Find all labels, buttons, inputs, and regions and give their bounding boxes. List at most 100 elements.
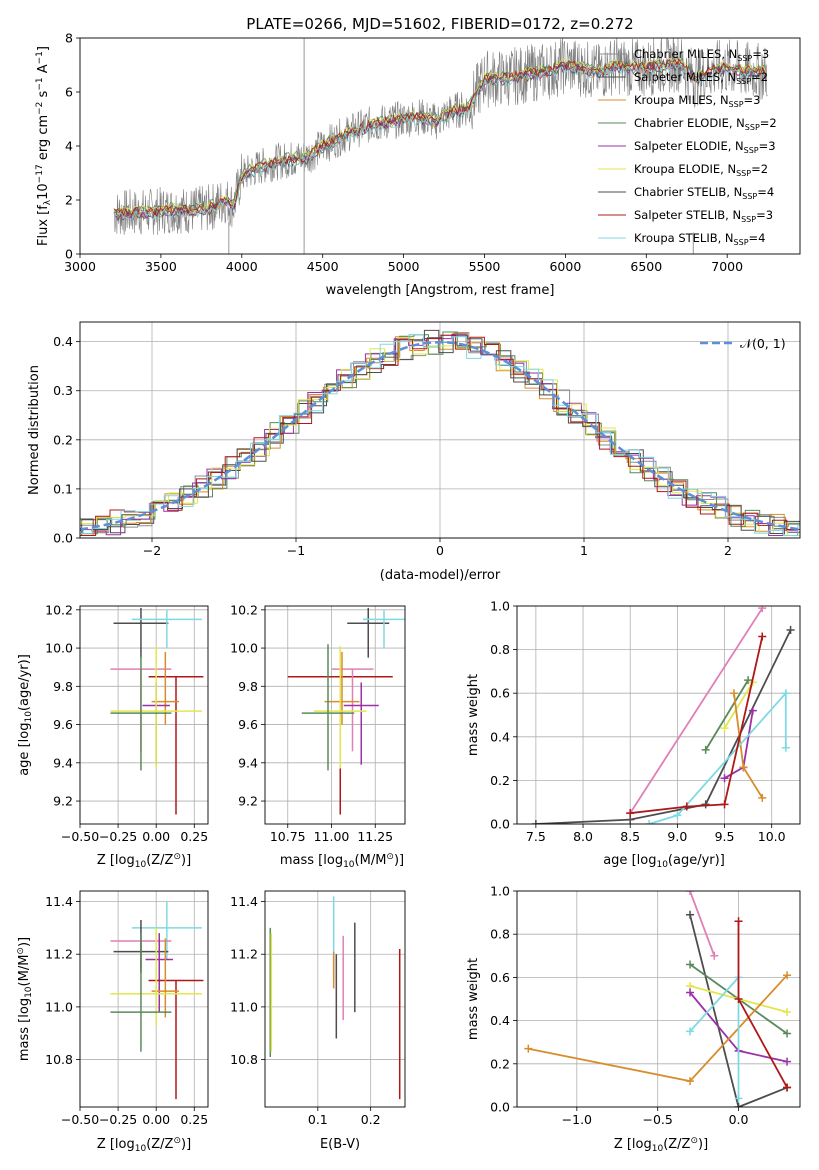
x-axis-label-part: ⊙ bbox=[173, 852, 181, 862]
residual-histogram-step bbox=[80, 333, 800, 536]
weight-series-marker bbox=[781, 743, 790, 752]
weight-series-marker bbox=[531, 820, 540, 824]
legend-label-main: Chabrier ELODIE, N bbox=[634, 116, 745, 130]
legend-label-sub: SSP bbox=[741, 215, 756, 224]
axes-frame bbox=[516, 890, 801, 1108]
y-tick-label: 0.1 bbox=[53, 481, 73, 496]
y-tick-label: 1.0 bbox=[490, 884, 510, 899]
errorbar-point bbox=[363, 609, 405, 649]
plot-area bbox=[531, 606, 795, 824]
model-spectrum-line bbox=[113, 61, 767, 221]
y-tick-label: 9.6 bbox=[53, 717, 73, 732]
y-tick-label: 9.2 bbox=[238, 794, 258, 809]
plot-area bbox=[524, 891, 792, 1107]
y-axis-label-part: Flux [f bbox=[36, 205, 51, 246]
y-axis-label-part: ⊙ bbox=[16, 947, 26, 955]
weight-series-marker bbox=[734, 995, 743, 1003]
y-axis-label-part: (age/yr)] bbox=[17, 654, 32, 711]
x-axis-label: Z [log10(Z/Z⊙)] bbox=[614, 1136, 708, 1154]
y-tick-label: 8 bbox=[65, 31, 73, 46]
y-tick-label: 9.8 bbox=[238, 679, 258, 694]
x-axis-label-part: ⊙ bbox=[386, 852, 394, 862]
axes-frame bbox=[264, 605, 406, 825]
x-axis-label-part: )] bbox=[698, 1137, 708, 1152]
weight-series-marker bbox=[626, 809, 635, 818]
legend-label-main: Kroupa ELODIE, N bbox=[634, 162, 736, 176]
weight-series-marker bbox=[686, 960, 695, 969]
y-tick-label: 11.4 bbox=[45, 894, 73, 909]
y-tick-label: 0.2 bbox=[490, 1056, 510, 1071]
y-tick-label: 10.2 bbox=[230, 602, 258, 617]
x-tick-label: 11.00 bbox=[314, 829, 350, 844]
legend-label: Kroupa STELIB, NSSP=4 bbox=[634, 231, 765, 247]
plot-area bbox=[113, 38, 768, 254]
x-tick-label: −1.0 bbox=[562, 1112, 592, 1127]
mass-vs-ebv-panel: 0.1 0.2 10.8 11.0 11.2 11.4 E(B-V) bbox=[230, 890, 406, 1152]
legend-label: Kroupa MILES, NSSP=3 bbox=[634, 93, 760, 109]
residual-histogram-step bbox=[80, 329, 800, 534]
x-tick-label: 7.5 bbox=[526, 829, 546, 844]
weight-series-line bbox=[689, 914, 788, 1107]
weight-series-marker bbox=[701, 800, 710, 809]
weight-series-marker bbox=[645, 820, 654, 824]
x-tick-label: 0.0 bbox=[729, 1112, 749, 1127]
y-axis-label-part: −1 bbox=[35, 77, 45, 90]
legend-label: Chabrier ELODIE, NSSP=2 bbox=[634, 116, 777, 132]
y-tick-label: 0.4 bbox=[53, 334, 73, 349]
legend-label-tail: =4 bbox=[757, 185, 774, 199]
legend-label: Salpeter STELIB, NSSP=3 bbox=[634, 208, 773, 224]
y-axis-label-part: λ bbox=[43, 199, 53, 205]
residual-histogram-step bbox=[80, 334, 800, 536]
x-axis-label-part: (Z/Z bbox=[146, 853, 173, 868]
errorbar-point bbox=[131, 901, 202, 960]
y-axis-label-part: mass [log bbox=[17, 998, 32, 1061]
y-axis-label-part: −17 bbox=[35, 164, 45, 183]
y-tick-label: 11.0 bbox=[45, 999, 73, 1014]
legend-label-main: Salpeter STELIB, N bbox=[634, 208, 741, 222]
weight-series-marker bbox=[524, 1044, 533, 1053]
weight-series-line bbox=[689, 891, 716, 957]
weight-series-line bbox=[648, 690, 787, 824]
legend-label-main: Kroupa STELIB, N bbox=[634, 231, 734, 245]
errorbar-point bbox=[131, 609, 202, 649]
y-axis-label-part: 10 bbox=[36, 183, 51, 200]
axes-frame bbox=[516, 605, 801, 825]
errorbar-point bbox=[148, 979, 204, 1100]
y-tick-label: 10.0 bbox=[45, 641, 73, 656]
y-tick-label: 10.8 bbox=[230, 1052, 258, 1067]
x-tick-label: 0.00 bbox=[142, 829, 170, 844]
y-axis-label-part: erg cm bbox=[36, 115, 51, 164]
x-axis-label-part: ⊙ bbox=[690, 1136, 698, 1146]
residual-histogram-step bbox=[80, 337, 800, 536]
y-axis-label-part: ] bbox=[36, 46, 51, 51]
x-axis-label-part: 10 bbox=[656, 860, 668, 870]
weight-series-marker bbox=[710, 951, 719, 960]
x-tick-label: 3500 bbox=[145, 259, 177, 274]
legend-label-tail: =3 bbox=[756, 208, 773, 222]
x-axis-label-part: Z [log bbox=[614, 1137, 652, 1152]
y-tick-label: 9.8 bbox=[53, 679, 73, 694]
residual-histogram-step bbox=[80, 334, 800, 536]
x-axis-label: E(B-V) bbox=[320, 1137, 360, 1152]
y-axis-label-part: A bbox=[36, 64, 51, 77]
y-tick-label: 10.8 bbox=[45, 1052, 73, 1067]
errorbar-point bbox=[110, 655, 172, 771]
weight-series-marker bbox=[734, 1094, 743, 1103]
x-axis-label: Z [log10(Z/Z⊙)] bbox=[97, 852, 191, 870]
x-tick-label: −1 bbox=[287, 543, 305, 558]
y-tick-label: 0.6 bbox=[490, 686, 510, 701]
weight-series-marker bbox=[744, 676, 753, 685]
x-tick-label: 9.0 bbox=[667, 829, 687, 844]
y-tick-label: 11.2 bbox=[45, 947, 73, 962]
weight-vs-metallicity-panel: −1.0 −0.5 0.0 0.0 0.2 0.4 0.6 0.8 1.0 Z [log10(Z/… bbox=[466, 884, 801, 1154]
weight-series-marker bbox=[686, 1077, 695, 1086]
weight-series-marker bbox=[758, 632, 767, 641]
weight-series-marker bbox=[781, 689, 790, 698]
x-tick-label: 10.75 bbox=[270, 829, 306, 844]
y-axis-label-part: −1 bbox=[35, 51, 45, 64]
weight-series-marker bbox=[673, 811, 682, 820]
x-tick-label: 4500 bbox=[307, 259, 339, 274]
weight-series-marker bbox=[783, 971, 792, 980]
x-tick-label: −0.25 bbox=[99, 1112, 137, 1127]
y-tick-label: 9.4 bbox=[238, 755, 258, 770]
